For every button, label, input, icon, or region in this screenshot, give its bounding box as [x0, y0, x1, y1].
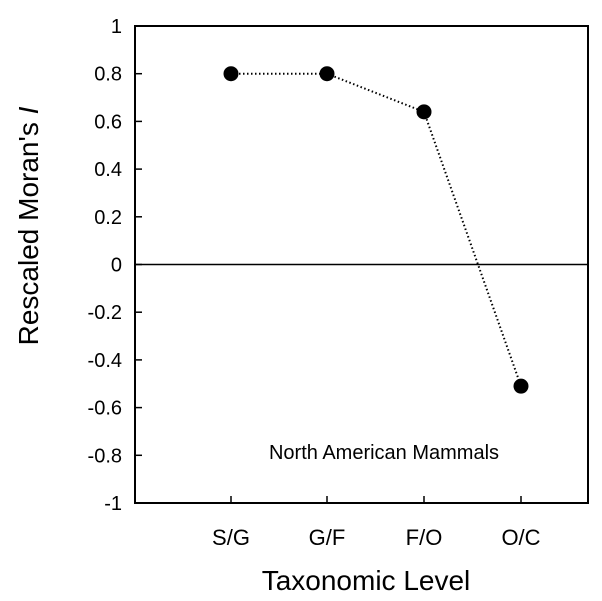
series-line: [231, 72, 522, 387]
y-tick-label: -0.4: [88, 350, 122, 372]
y-tick-label: 0.8: [94, 64, 122, 86]
data-points: [223, 66, 529, 394]
data-point: [513, 378, 529, 394]
y-tick-label: -0.6: [88, 398, 122, 420]
y-axis-ticks: -1 -0.8 -0.6 -0.4 -0.2 0 0.2 0.4 0.6 0.8 1: [88, 16, 142, 515]
data-point: [416, 104, 432, 120]
y-tick-label: 0.2: [94, 207, 122, 229]
y-tick-label: -0.2: [88, 302, 122, 324]
y-tick-label: 0.6: [94, 111, 122, 133]
y-tick-label: 0: [111, 255, 122, 277]
y-axis-title-text: Rescaled Moran's: [13, 114, 44, 345]
x-axis-title: Taxonomic Level: [262, 565, 471, 596]
y-axis-title-italic: I: [13, 106, 44, 114]
y-tick-label: 0.4: [94, 159, 122, 181]
x-tick-label: O/C: [501, 525, 540, 550]
y-tick-label: 1: [111, 16, 122, 38]
y-tick-label: -1: [104, 493, 122, 515]
x-tick-label: G/F: [309, 525, 346, 550]
y-axis-title: Rescaled Moran's I: [13, 106, 44, 345]
x-axis-ticks: S/G G/F F/O O/C: [212, 496, 541, 550]
chart-annotation: North American Mammals: [269, 442, 499, 464]
x-tick-label: F/O: [406, 525, 443, 550]
y-tick-label: -0.8: [88, 445, 122, 467]
data-point: [223, 66, 239, 82]
data-point: [319, 66, 335, 82]
x-tick-label: S/G: [212, 525, 250, 550]
